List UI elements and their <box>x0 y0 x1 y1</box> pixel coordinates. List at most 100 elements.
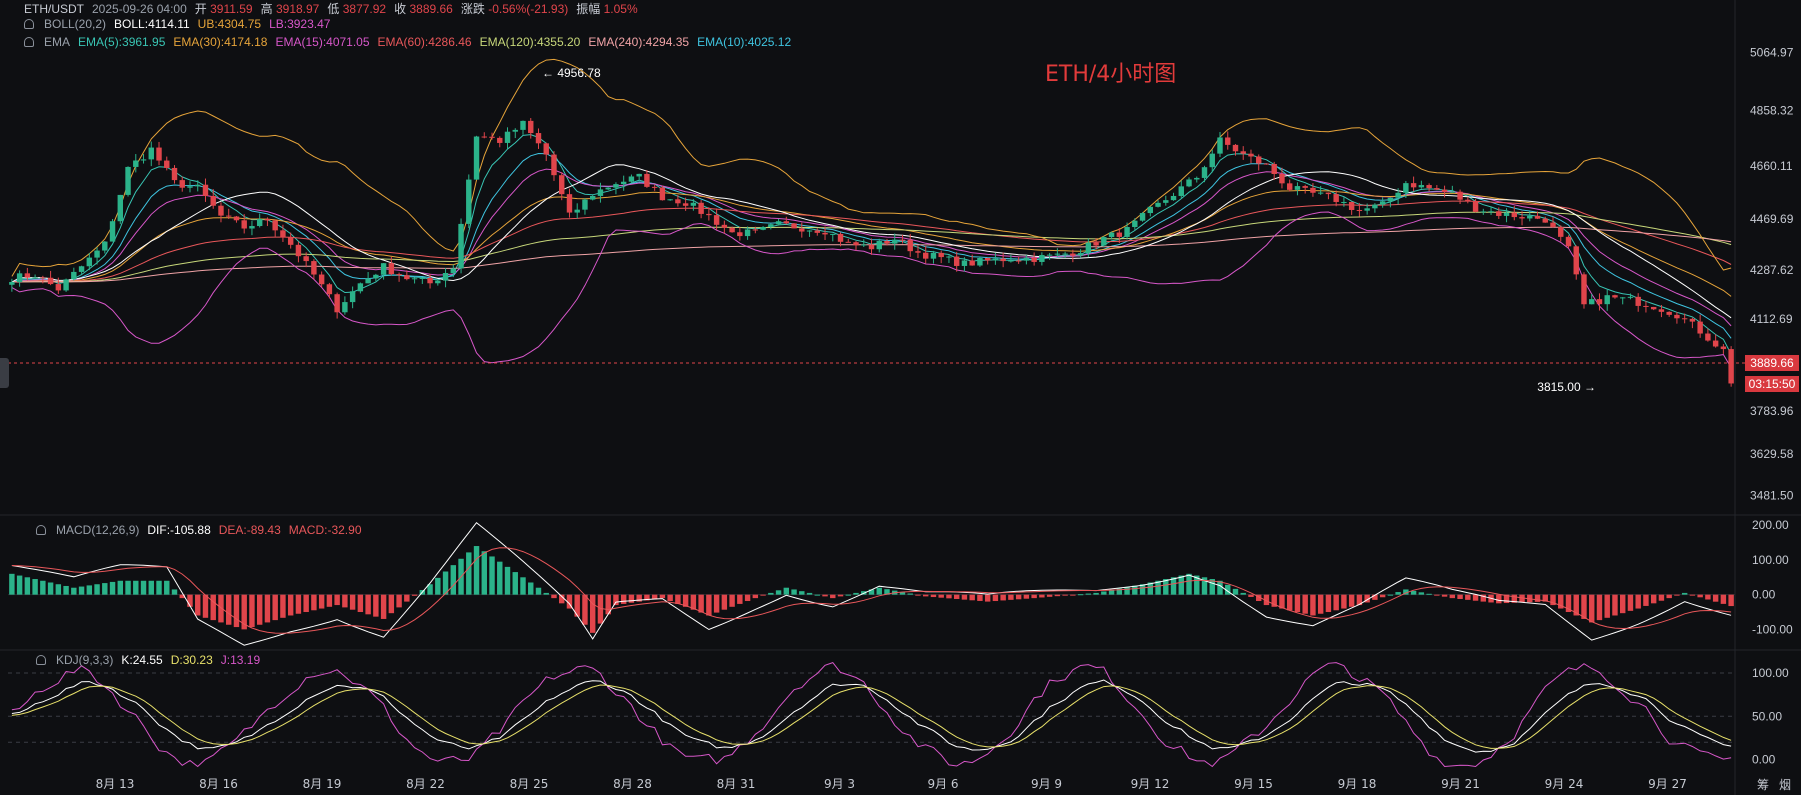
macd-histogram-bar <box>528 582 534 595</box>
candle-body <box>597 189 604 196</box>
candle-body <box>1728 349 1734 384</box>
macd-histogram-bar <box>799 591 805 595</box>
candle-body <box>1496 211 1502 216</box>
candle-body <box>1681 318 1688 320</box>
price-tick-label: 5064.97 <box>1750 46 1794 60</box>
chip-tool-label[interactable]: 筹 <box>1757 778 1770 792</box>
candle-body <box>435 280 441 284</box>
kdj-legend[interactable]: KDJ(9,3,3) K:24.55 D:30.23 J:13.19 <box>36 653 260 667</box>
right-edge-tools[interactable]: 筹 烟 <box>1757 776 1791 793</box>
macd-histogram-bar <box>404 594 410 602</box>
ema-legend[interactable]: EMA EMA(5):3961.95 EMA(30):4174.18 EMA(1… <box>24 35 791 49</box>
candle-body <box>830 233 836 235</box>
candle-body <box>47 277 54 285</box>
macd-histogram-bar <box>148 580 154 595</box>
macd-histogram-bar <box>737 594 743 604</box>
macd-histogram-bar <box>318 594 325 609</box>
macd-histogram-bar <box>504 566 511 595</box>
macd-histogram-bar <box>698 594 704 613</box>
kdj-j-line <box>11 662 1732 768</box>
candle-body <box>667 199 673 201</box>
bell-icon[interactable] <box>36 655 46 665</box>
candle-body <box>171 167 178 181</box>
candle-body <box>1039 255 1045 262</box>
kdj-j: J:13.19 <box>220 653 261 667</box>
macd-histogram-bar <box>427 584 433 595</box>
macd-histogram-bar <box>63 585 69 595</box>
macd-histogram-bar <box>1232 588 1239 595</box>
candle-body <box>334 294 340 313</box>
macd-histogram-bar <box>1132 585 1138 595</box>
candle-body <box>1116 232 1123 237</box>
ema30: EMA(30):4174.18 <box>173 35 268 49</box>
candle-body <box>620 181 627 185</box>
candle-body <box>566 194 573 213</box>
macd-dif-line <box>11 521 1732 646</box>
macd-histogram-bar <box>117 580 124 595</box>
candle-body <box>628 176 635 182</box>
bell-icon[interactable] <box>24 19 34 29</box>
macd-histogram-bar <box>1387 594 1394 596</box>
candle-body <box>295 244 302 257</box>
macd-panel <box>8 521 1735 646</box>
candle-body <box>1418 185 1425 188</box>
candle-body <box>1581 274 1587 305</box>
macd-histogram-bar <box>915 594 921 596</box>
candle-body <box>318 274 325 285</box>
bell-icon[interactable] <box>36 525 46 535</box>
candle-body <box>1627 296 1634 298</box>
macd-histogram-bar <box>768 592 774 595</box>
macd-histogram-bar <box>721 594 728 610</box>
time-tick-label: 8月 22 <box>406 777 445 791</box>
macd-histogram-bar <box>1256 594 1262 602</box>
candle-body <box>326 284 333 295</box>
macd-histogram-bar <box>373 594 379 617</box>
time-tick-label: 8月 25 <box>510 777 549 791</box>
candle-body <box>721 224 728 228</box>
ema5: EMA(5):3961.95 <box>78 35 166 49</box>
candle-body <box>1573 246 1579 275</box>
boll-legend[interactable]: BOLL(20,2) BOLL:4114.11 UB:4304.75 LB:39… <box>24 17 330 31</box>
kdj-d-line <box>11 684 1732 749</box>
macd-histogram-bar <box>752 594 759 599</box>
macd-histogram-bar <box>1023 594 1030 599</box>
candle-body <box>1256 156 1262 164</box>
candle-body <box>303 256 309 262</box>
macd-histogram-bar <box>1240 592 1246 595</box>
macd-histogram-bar <box>1310 594 1316 616</box>
macd-histogram-bar <box>1302 594 1308 614</box>
macd-histogram-bar <box>1666 594 1672 599</box>
macd-histogram-bar <box>380 594 387 619</box>
macd-histogram-bar <box>78 586 85 595</box>
candle-body <box>907 239 913 252</box>
candle-body <box>559 175 565 195</box>
price-tick-label: 4660.11 <box>1750 159 1793 173</box>
heat-tool-label[interactable]: 烟 <box>1779 778 1792 792</box>
macd-histogram-bar <box>1217 580 1223 595</box>
macd-histogram-bar <box>1627 594 1634 611</box>
candle-body <box>1650 306 1657 310</box>
candle-body <box>1666 311 1672 315</box>
macd-histogram-bar <box>613 594 619 606</box>
candle-body <box>1426 185 1432 189</box>
collapse-handle[interactable] <box>0 358 9 388</box>
candle-body <box>1070 253 1076 256</box>
candle-body <box>1031 257 1037 262</box>
candle-body <box>729 227 735 233</box>
candle-body <box>535 133 542 144</box>
candle-body <box>1527 215 1533 219</box>
macd-histogram-bar <box>1581 594 1587 619</box>
candle-body <box>280 230 286 238</box>
macd-legend[interactable]: MACD(12,26,9) DIF:-105.88 DEA:-89.43 MAC… <box>36 523 362 537</box>
macd-histogram-bar <box>899 592 906 595</box>
candle-body <box>210 196 216 206</box>
macd-histogram-bar <box>466 552 472 595</box>
candle-body <box>497 137 503 143</box>
candle-body <box>1643 305 1649 307</box>
bell-icon[interactable] <box>24 37 34 47</box>
candle-body <box>1317 192 1324 194</box>
time-tick-label: 9月 3 <box>824 777 855 791</box>
macd-histogram-bar <box>210 594 216 621</box>
